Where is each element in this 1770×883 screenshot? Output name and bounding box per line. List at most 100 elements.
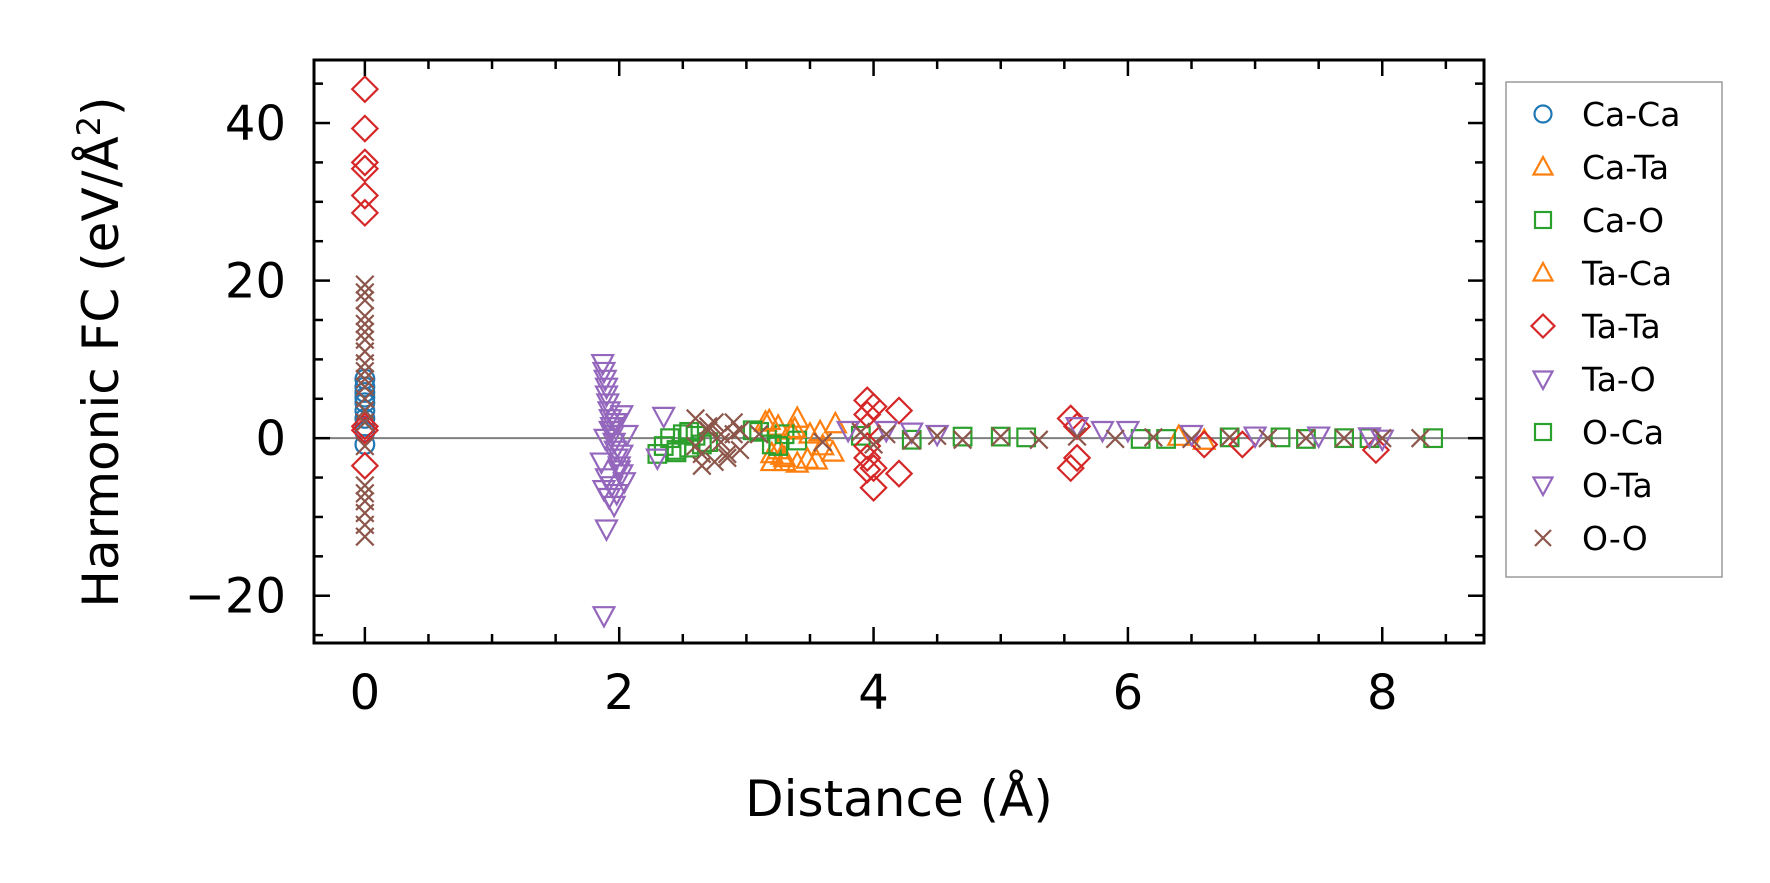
point-o-o bbox=[355, 475, 375, 496]
series-o-ta bbox=[589, 413, 635, 629]
legend-label-o-ta: O-Ta bbox=[1582, 466, 1653, 505]
point-ca-ta bbox=[1191, 427, 1217, 450]
point-o-o bbox=[355, 290, 375, 310]
point-o-ta bbox=[591, 606, 617, 629]
point-o-o bbox=[813, 432, 833, 452]
point-o-ca bbox=[768, 436, 789, 456]
point-ta-ta bbox=[350, 74, 380, 104]
point-o-o bbox=[1220, 427, 1240, 447]
point-ca-ta bbox=[810, 432, 835, 456]
point-ta-o bbox=[651, 406, 677, 430]
point-ta-o bbox=[1306, 426, 1331, 450]
point-o-o bbox=[1105, 429, 1125, 449]
point-ca-o bbox=[952, 426, 973, 447]
point-ca-o bbox=[1130, 429, 1151, 449]
point-ta-ta bbox=[350, 416, 380, 445]
point-ta-o bbox=[603, 440, 628, 464]
point-ta-ta bbox=[350, 198, 380, 228]
point-o-o bbox=[902, 430, 922, 451]
legend-marker-o-ca bbox=[1533, 422, 1553, 442]
point-o-o bbox=[953, 430, 973, 450]
point-o-o bbox=[355, 412, 375, 432]
y-tick-label: 40 bbox=[225, 96, 286, 152]
point-ta-o bbox=[899, 422, 925, 446]
x-tick-label: 6 bbox=[1113, 665, 1144, 721]
point-o-ta bbox=[589, 452, 614, 476]
point-ta-o bbox=[594, 385, 619, 409]
point-ta-ta bbox=[350, 181, 380, 210]
point-ta-o bbox=[592, 369, 618, 393]
point-o-o bbox=[863, 434, 884, 455]
point-ta-o bbox=[601, 495, 627, 519]
point-ta-ca bbox=[756, 407, 782, 431]
point-ta-ta bbox=[853, 400, 882, 429]
point-ta-o bbox=[594, 377, 619, 401]
point-ta-ta bbox=[350, 412, 380, 441]
point-ta-ta bbox=[1056, 453, 1085, 483]
point-o-o bbox=[717, 444, 737, 464]
point-ta-ta bbox=[859, 453, 888, 483]
point-o-o bbox=[355, 353, 375, 373]
y-axis-label-superscript: 2 bbox=[70, 116, 108, 136]
point-ta-ta bbox=[859, 473, 888, 503]
legend-label-ta-o: Ta-O bbox=[1581, 360, 1656, 399]
point-ta-ta bbox=[859, 392, 888, 421]
point-o-o bbox=[1296, 428, 1316, 448]
point-ta-o bbox=[1064, 416, 1090, 440]
point-o-o bbox=[355, 322, 375, 342]
point-ta-o bbox=[1242, 426, 1268, 450]
point-o-o bbox=[1029, 430, 1049, 450]
point-o-o bbox=[355, 483, 375, 503]
point-ta-o bbox=[835, 420, 861, 444]
point-ca-ta bbox=[1166, 423, 1192, 446]
point-o-o bbox=[711, 432, 731, 452]
legend-label-ta-ca: Ta-Ca bbox=[1581, 254, 1672, 293]
point-o-o bbox=[692, 456, 712, 476]
point-ta-o bbox=[1179, 424, 1204, 448]
point-o-o bbox=[355, 314, 375, 334]
legend: Ca-Ca Ca-Ta Ca-O Ta-Ca Ta-Ta Ta-O O-Ca O-Ta O-O bbox=[1505, 81, 1723, 578]
point-ta-o bbox=[604, 448, 629, 472]
point-ca-ta bbox=[778, 416, 804, 440]
legend-label-ca-o: Ca-O bbox=[1582, 201, 1664, 240]
point-o-ca bbox=[666, 442, 687, 463]
point-ta-o bbox=[606, 456, 632, 480]
point-o-o bbox=[355, 306, 375, 326]
point-ta-o bbox=[590, 353, 615, 377]
x-tick-label: 8 bbox=[1367, 665, 1398, 721]
point-ta-o bbox=[591, 361, 617, 385]
point-o-ta bbox=[609, 444, 635, 468]
point-o-o bbox=[355, 527, 375, 547]
point-o-o bbox=[355, 369, 375, 389]
legend-label-ta-ta: Ta-Ta bbox=[1581, 307, 1661, 346]
point-ca-o bbox=[761, 434, 782, 455]
point-o-ca bbox=[1156, 429, 1176, 449]
y-tick-label: 0 bbox=[255, 411, 286, 467]
series-ta-ta bbox=[350, 74, 1391, 503]
point-o-o bbox=[1334, 428, 1354, 448]
point-ta-ta bbox=[350, 451, 380, 480]
point-o-o bbox=[1181, 429, 1202, 449]
point-ta-ca bbox=[820, 439, 846, 462]
point-ca-o bbox=[901, 429, 922, 450]
point-o-o bbox=[876, 424, 896, 444]
point-o-o bbox=[1067, 427, 1087, 447]
point-ta-o bbox=[645, 448, 670, 472]
point-ta-ta bbox=[1190, 430, 1219, 459]
point-o-o bbox=[717, 448, 737, 468]
y-axis-label-main: Harmonic FC (eV/Å bbox=[72, 136, 130, 607]
point-o-o bbox=[730, 440, 750, 460]
point-o-o bbox=[685, 436, 706, 456]
point-ca-o bbox=[749, 421, 770, 442]
point-ta-ta bbox=[884, 459, 914, 488]
point-ca-o bbox=[774, 424, 795, 445]
y-tick-label: −20 bbox=[185, 569, 286, 625]
point-ta-o bbox=[595, 393, 621, 417]
point-o-o bbox=[991, 427, 1011, 447]
plot-frame bbox=[312, 58, 1486, 645]
point-ca-o bbox=[787, 430, 808, 451]
point-ta-o bbox=[594, 519, 619, 543]
point-o-ca bbox=[1270, 427, 1291, 448]
